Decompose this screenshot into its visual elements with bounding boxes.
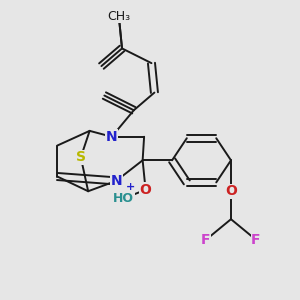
Text: N: N: [110, 174, 122, 188]
Text: F: F: [251, 233, 261, 247]
Text: CH₃: CH₃: [107, 10, 130, 22]
Text: O: O: [140, 183, 152, 197]
Text: F: F: [201, 233, 211, 247]
Text: S: S: [76, 150, 86, 164]
Text: HO: HO: [113, 192, 134, 205]
Text: +: +: [126, 182, 136, 192]
Text: O: O: [225, 184, 237, 198]
Text: N: N: [106, 130, 118, 144]
